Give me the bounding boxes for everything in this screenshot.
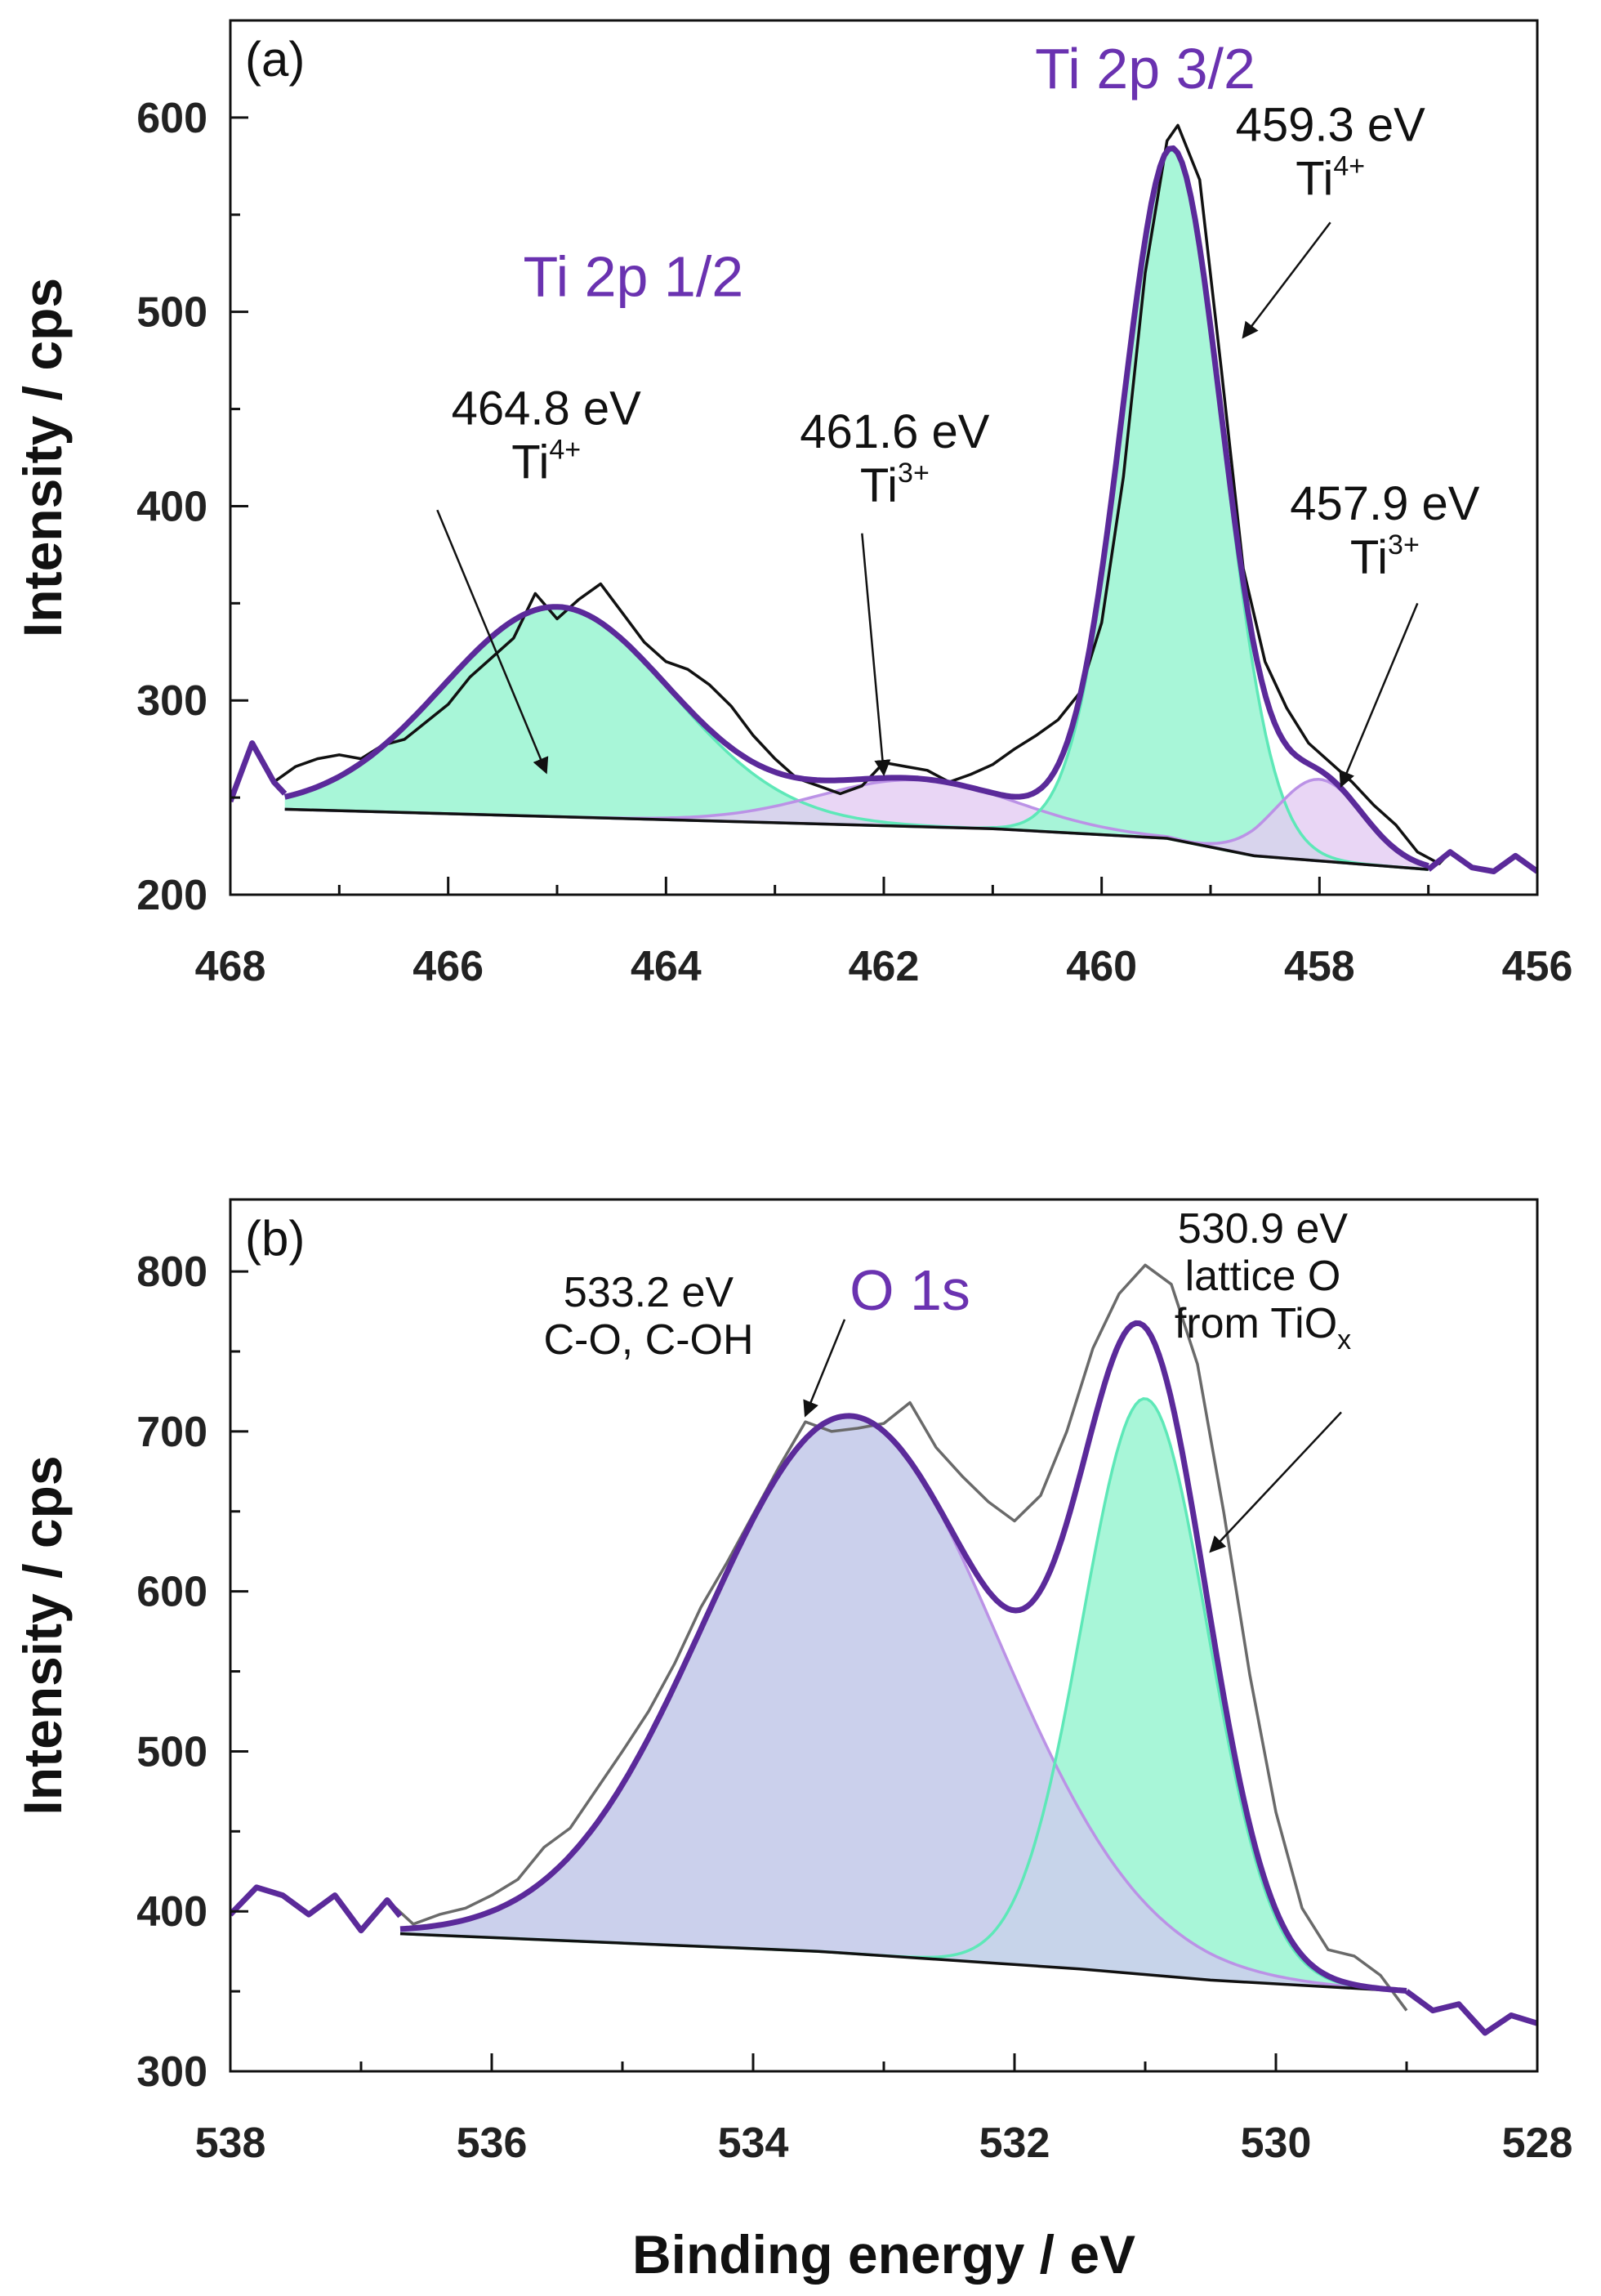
y-tick-label: 600 — [136, 1569, 207, 1616]
fit-envelope — [399, 1320, 1407, 1994]
annotation-line: from TiOx — [1175, 1300, 1351, 1356]
y-tick-label: 700 — [136, 1409, 207, 1456]
x-tick-label: 530 — [1241, 2120, 1312, 2167]
region-label: Ti 2p 1/2 — [523, 245, 743, 309]
annotation-line: Ti3+ — [1350, 529, 1420, 584]
panel-label: (b) — [245, 1211, 305, 1266]
component-fill-blue — [400, 1415, 1407, 1991]
x-tick-label: 456 — [1502, 943, 1573, 990]
plot-area — [230, 123, 1537, 874]
panel-label: (a) — [245, 32, 305, 87]
y-tick-label: 500 — [136, 289, 207, 337]
annotation-line: 533.2 eV — [564, 1269, 734, 1316]
y-tick-label: 600 — [136, 95, 207, 142]
panel-a-ti2p: 468 466 464 462 460 458 456 200 300 400 500 600 Inte… — [12, 19, 1573, 990]
annotation-arrow — [861, 533, 891, 777]
annotation-line: lattice O — [1185, 1253, 1341, 1300]
y-tick-label: 200 — [136, 872, 207, 919]
annotation-arrow — [803, 1319, 846, 1418]
x-tick-label: 460 — [1066, 943, 1137, 990]
annotation-line: 461.6 eV — [800, 405, 990, 458]
annotation-line: Ti3+ — [860, 458, 930, 512]
component-overlap — [400, 1765, 1407, 1992]
annotation-line: 459.3 eV — [1236, 98, 1426, 151]
plot-area — [230, 1263, 1537, 2036]
x-tick-label: 466 — [413, 943, 484, 990]
annotation-line: Ti4+ — [1296, 150, 1365, 205]
y-tick-label: 500 — [136, 1728, 207, 1776]
envelope-edge-left — [230, 740, 288, 803]
y-tick-label: 300 — [136, 2048, 207, 2096]
annotation-arrow — [436, 509, 549, 775]
annotation-line: 530.9 eV — [1178, 1205, 1348, 1253]
fit-envelope — [283, 145, 1429, 869]
x-tick-label: 536 — [457, 2120, 528, 2167]
annotation-line: 464.8 eV — [452, 382, 642, 436]
x-tick-label: 528 — [1502, 2120, 1573, 2167]
y-tick-label: 400 — [136, 483, 207, 530]
x-tick-label: 532 — [979, 2120, 1050, 2167]
x-tick-label: 534 — [718, 2120, 789, 2167]
panel-b-o1s: 538 536 534 532 530 528 300 400 500 600 700 800 Inte… — [12, 1198, 1573, 2285]
x-tick-label: 458 — [1284, 943, 1355, 990]
annotation-arrow — [1209, 1411, 1342, 1553]
y-tick-label: 300 — [136, 677, 207, 725]
x-tick-label: 464 — [631, 943, 702, 990]
x-tick-label: 462 — [849, 943, 920, 990]
envelope-edge-right — [1404, 1989, 1537, 2036]
x-axis-title: Binding energy / eV — [632, 2224, 1135, 2285]
region-label: O 1s — [850, 1258, 970, 1322]
component-fill-1 — [284, 606, 1429, 870]
y-axis-title: Intensity / cps — [12, 1455, 73, 1815]
baseline — [284, 807, 1429, 871]
raw-spectrum — [230, 123, 1537, 873]
baseline — [399, 1932, 1407, 1993]
y-axis-title: Intensity / cps — [12, 278, 73, 637]
annotation-arrow — [1339, 602, 1419, 788]
x-tick-label: 538 — [195, 2120, 266, 2167]
envelope-edge-left — [230, 1884, 403, 1934]
y-tick-label: 800 — [136, 1249, 207, 1296]
x-tick-label: 468 — [195, 943, 266, 990]
component-fill-3 — [284, 150, 1429, 870]
annotation-line: C-O, C-OH — [543, 1316, 753, 1364]
component-fill-2 — [400, 1398, 1407, 1992]
region-label: Ti 2p 3/2 — [1035, 37, 1255, 101]
envelope-edge-right — [1426, 849, 1537, 874]
y-tick-label: 400 — [136, 1888, 207, 1936]
annotation-line: 457.9 eV — [1290, 477, 1480, 530]
annotation-line: Ti4+ — [511, 435, 581, 489]
annotation-arrow — [1242, 221, 1331, 339]
